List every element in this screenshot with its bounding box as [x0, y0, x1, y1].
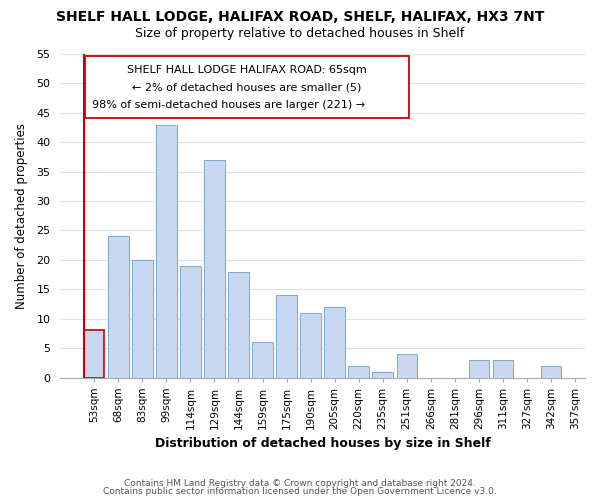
Text: Contains public sector information licensed under the Open Government Licence v3: Contains public sector information licen…	[103, 487, 497, 496]
Bar	[132, 260, 152, 378]
Text: SHELF HALL LODGE HALIFAX ROAD: 65sqm: SHELF HALL LODGE HALIFAX ROAD: 65sqm	[127, 64, 367, 74]
Bar	[541, 366, 561, 378]
Bar	[397, 354, 417, 378]
Bar	[373, 372, 393, 378]
FancyBboxPatch shape	[85, 56, 409, 118]
Text: 98% of semi-detached houses are larger (221) →: 98% of semi-detached houses are larger (…	[92, 100, 365, 110]
Bar	[277, 295, 297, 378]
Text: Contains HM Land Registry data © Crown copyright and database right 2024.: Contains HM Land Registry data © Crown c…	[124, 478, 476, 488]
Bar	[252, 342, 273, 378]
Bar	[469, 360, 489, 378]
Bar	[156, 124, 176, 378]
Text: SHELF HALL LODGE, HALIFAX ROAD, SHELF, HALIFAX, HX3 7NT: SHELF HALL LODGE, HALIFAX ROAD, SHELF, H…	[56, 10, 544, 24]
Bar	[325, 307, 345, 378]
Y-axis label: Number of detached properties: Number of detached properties	[15, 123, 28, 309]
Text: Size of property relative to detached houses in Shelf: Size of property relative to detached ho…	[136, 28, 464, 40]
Bar	[228, 272, 248, 378]
Bar	[301, 313, 321, 378]
Bar	[204, 160, 224, 378]
Bar	[180, 266, 200, 378]
Bar	[84, 330, 104, 378]
Bar	[349, 366, 369, 378]
Bar	[108, 236, 128, 378]
Bar	[493, 360, 513, 378]
Text: ← 2% of detached houses are smaller (5): ← 2% of detached houses are smaller (5)	[132, 82, 362, 92]
X-axis label: Distribution of detached houses by size in Shelf: Distribution of detached houses by size …	[155, 437, 490, 450]
